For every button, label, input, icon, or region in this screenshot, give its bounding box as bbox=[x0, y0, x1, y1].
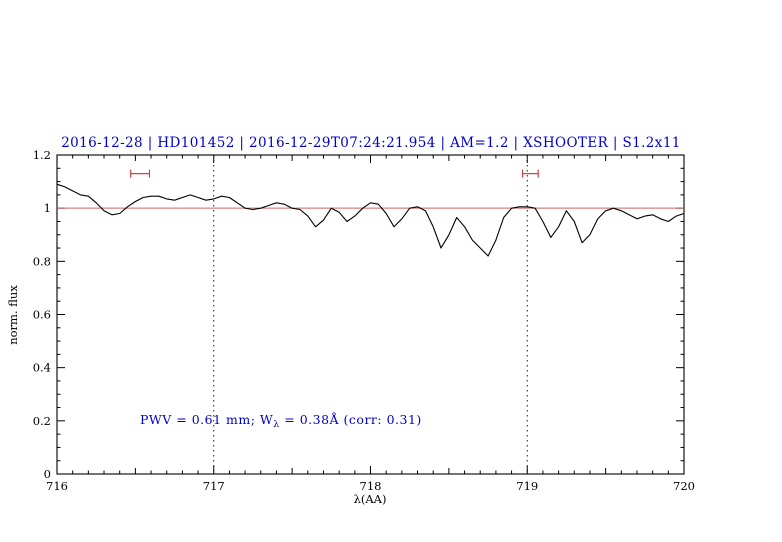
y-tick-label: 0.6 bbox=[33, 308, 51, 322]
pwv-annotation-lambda-subscript: λ bbox=[273, 419, 280, 430]
x-tick-label: 718 bbox=[360, 479, 382, 493]
y-axis-label: norm. flux bbox=[6, 285, 20, 345]
y-tick-label: 0 bbox=[44, 467, 51, 481]
pwv-annotation: PWV = 0.61 mm; Wλ = 0.38Å (corr: 0.31) bbox=[140, 412, 422, 430]
x-tick-label: 716 bbox=[46, 479, 68, 493]
pwv-annotation-part2: = 0.38Å (corr: 0.31) bbox=[280, 412, 422, 427]
y-tick-label: 0.4 bbox=[33, 361, 51, 375]
y-tick-label: 0.8 bbox=[33, 254, 51, 268]
x-axis-label: λ(AA) bbox=[354, 492, 387, 506]
x-tick-label: 717 bbox=[203, 479, 225, 493]
y-tick-label: 1.2 bbox=[33, 148, 51, 162]
y-tick-label: 0.2 bbox=[33, 414, 51, 428]
plot-title: 2016-12-28 | HD101452 | 2016-12-29T07:24… bbox=[61, 135, 681, 151]
range-marker bbox=[130, 169, 151, 178]
x-tick-label: 720 bbox=[673, 479, 695, 493]
y-tick-label: 1 bbox=[44, 201, 51, 215]
x-tick-label: 719 bbox=[516, 479, 538, 493]
range-marker bbox=[521, 169, 539, 178]
pwv-annotation-part1: PWV = 0.61 mm; W bbox=[140, 412, 273, 427]
spectrum-line bbox=[56, 183, 685, 257]
